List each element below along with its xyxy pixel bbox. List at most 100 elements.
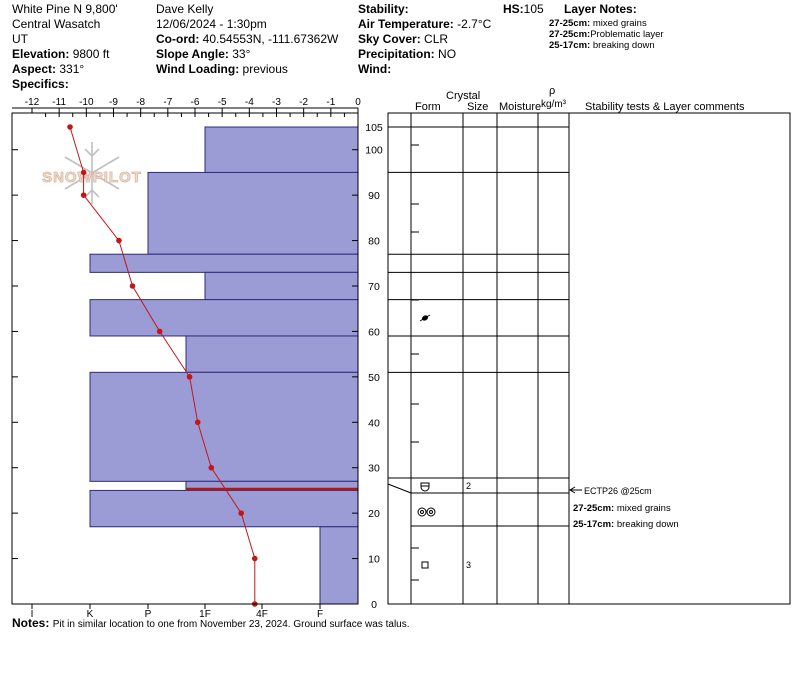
temperature-line xyxy=(69,126,256,604)
moisture-header: Moisture xyxy=(499,101,541,113)
crystal-symbols xyxy=(417,314,436,569)
temp-tick-label: -3 xyxy=(272,97,281,108)
hardness-bar xyxy=(89,299,359,337)
crystal-size-3: 3 xyxy=(466,560,471,570)
hardness-bar xyxy=(204,126,359,173)
temperature-point xyxy=(156,328,163,335)
crystal-table xyxy=(387,112,791,605)
hardness-bar xyxy=(89,489,359,528)
layer-comment-1: 27-25cm: mixed grains xyxy=(573,503,671,514)
temperature-point xyxy=(80,192,87,198)
observation-info: Dave Kelly 12/06/2024 - 1:30pm Co-ord: 4… xyxy=(156,2,338,77)
temperature-point xyxy=(238,510,244,516)
temperature-point xyxy=(116,237,122,244)
faceted-rounded-icon xyxy=(420,482,430,492)
layer-comment-2: 25-17cm: breaking down xyxy=(573,519,679,530)
temp-tick-label: -1 xyxy=(326,97,335,108)
hardness-tick-label: 1F xyxy=(199,609,211,620)
density-symbol: ρ xyxy=(549,85,555,97)
stability-test-marker xyxy=(569,486,582,494)
specifics-row: Specifics: xyxy=(12,77,69,91)
temp-tick-label: -8 xyxy=(136,97,145,108)
temp-tick-label: -10 xyxy=(79,97,94,108)
height-tick-label: 30 xyxy=(368,463,380,475)
hardness-tick-label: I xyxy=(31,609,34,620)
crystal-size-2: 2 xyxy=(466,481,471,491)
region-name: Central Wasatch xyxy=(12,17,101,31)
temperature-point xyxy=(129,283,136,289)
hardness-bar xyxy=(147,171,359,255)
notes-text: Pit in similar location to one from Nove… xyxy=(52,619,410,630)
hardness-bar xyxy=(204,271,359,301)
height-tick-label: 10 xyxy=(368,554,380,566)
hardness-plot-frame xyxy=(11,112,359,605)
hardness-bar xyxy=(89,253,359,273)
form-header: Form xyxy=(415,101,441,113)
hardness-bar xyxy=(185,335,359,373)
weather-info: Stability: Air Temperature: -2.7°C Sky C… xyxy=(358,2,491,77)
temp-tick-label: -7 xyxy=(163,97,172,108)
temp-tick-label: 0 xyxy=(355,97,361,108)
height-tick-label: 105 xyxy=(365,122,383,134)
comments-header: Stability tests & Layer comments xyxy=(585,101,745,113)
coord-row: Co-ord: 40.54553N, -111.67362W xyxy=(156,32,339,46)
location-name: White Pine N 9,800' xyxy=(12,2,118,16)
layer-note-1: 27-25cm: mixed grains xyxy=(549,18,647,29)
temp-tick-label: -4 xyxy=(245,97,254,108)
wind-row: Wind: xyxy=(358,62,392,76)
watermark-text: SNOWPILOT xyxy=(42,169,142,186)
layer-notes-title: Layer Notes: xyxy=(564,2,637,16)
hardness-bar xyxy=(319,526,359,605)
layer-note-2: 27-25cm:Problematic layer xyxy=(549,29,664,40)
size-header: Size xyxy=(467,101,488,113)
crystal-header: Crystal xyxy=(446,90,480,102)
height-tick-label: 60 xyxy=(368,326,380,338)
height-tick-label: 100 xyxy=(365,145,383,157)
height-tick-label: 80 xyxy=(368,236,380,248)
hardness-bar xyxy=(89,371,359,482)
density-unit: kg/m³ xyxy=(541,99,567,110)
hardness-tick-label: K xyxy=(87,609,94,620)
temp-tick-label: -12 xyxy=(25,97,40,108)
aspect-row: Aspect: 331° xyxy=(12,62,85,76)
hardness-tick-label: 4F xyxy=(256,609,268,620)
slope-row: Slope Angle: 33° xyxy=(156,47,251,61)
hs-row: HS:105 xyxy=(503,2,544,16)
site-info: White Pine N 9,800' Central Wasatch UT E… xyxy=(12,2,118,92)
layer-note-3: 25-17cm: breaking down xyxy=(549,40,655,51)
notes-row: Notes: Pit in similar location to one fr… xyxy=(12,616,410,630)
height-tick-label: 0 xyxy=(371,599,377,611)
temperature-point xyxy=(80,169,87,176)
height-tick-label: 50 xyxy=(368,372,380,384)
precip-row: Precipitation: NO xyxy=(358,47,457,61)
snowflake-icon xyxy=(64,142,120,204)
elevation-row: Elevation: 9800 ft xyxy=(12,47,110,61)
temperature-point xyxy=(251,555,258,562)
sky-row: Sky Cover: CLR xyxy=(358,32,449,46)
temp-tick-label: -5 xyxy=(218,97,227,108)
temp-tick-label: -11 xyxy=(52,97,66,108)
air-temp-row: Air Temperature: -2.7°C xyxy=(358,17,492,31)
temp-tick-label: -9 xyxy=(109,97,118,108)
temperature-point xyxy=(186,374,193,380)
stability-row: Stability: xyxy=(358,2,409,16)
snowpilot-watermark: SNOWPILOT xyxy=(42,142,142,204)
melt-forms-icon xyxy=(419,314,431,322)
temperature-point xyxy=(194,419,201,426)
temperature-point xyxy=(208,464,215,471)
crystal-column-headers: Crystal Form Size Moisture ρ kg/m³ Stabi… xyxy=(415,85,745,113)
faceted-icon xyxy=(421,561,429,569)
hardness-tick-label: F xyxy=(317,609,323,620)
height-tick-label: 20 xyxy=(368,508,380,520)
temp-tick-label: -6 xyxy=(191,97,200,108)
hardness-tick-label: P xyxy=(145,609,152,620)
wind-loading-row: Wind Loading: previous xyxy=(156,62,288,76)
height-tick-label: 40 xyxy=(368,417,380,429)
stability-test-label: ECTP26 @25cm xyxy=(584,486,652,496)
mixed-forms-icon xyxy=(417,507,436,517)
observation-datetime: 12/06/2024 - 1:30pm xyxy=(156,17,267,31)
height-tick-label: 70 xyxy=(368,281,380,293)
state-name: UT xyxy=(12,32,28,46)
height-tick-label: 90 xyxy=(368,190,380,202)
